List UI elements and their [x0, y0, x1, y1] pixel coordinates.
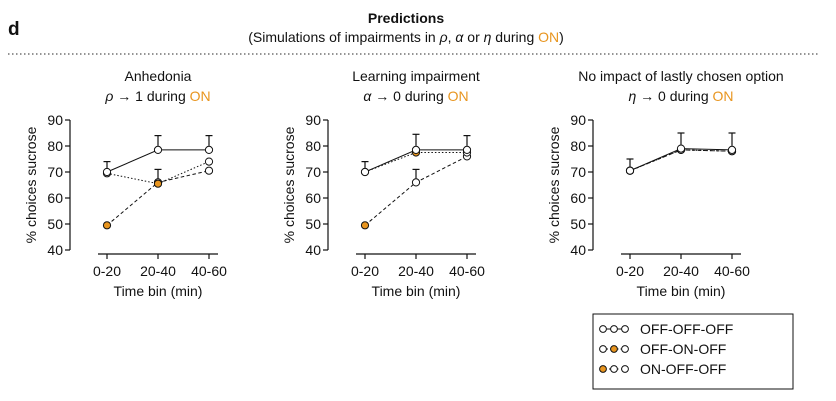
data-point [676, 144, 686, 153]
legend-marker [610, 325, 618, 333]
data-point [411, 178, 421, 187]
data-point [153, 179, 163, 188]
y-tick-label: 90 [305, 112, 321, 128]
y-axis-label: % choices sucrose [23, 126, 39, 243]
y-tick-label: 60 [570, 190, 586, 206]
chart-subtitle: ρ → 1 during ON [104, 88, 210, 104]
legend: OFF-OFF-OFF OFF-ON-OFF ON-OFF-OFF [592, 313, 794, 390]
y-tick-label: 40 [305, 242, 321, 258]
data-point [462, 145, 472, 154]
y-tick-label: 90 [47, 112, 63, 128]
legend-item-1: OFF-OFF-OFF [599, 321, 733, 337]
x-tick-label: 40-60 [714, 263, 750, 279]
subtitle-rho: ρ [439, 29, 448, 45]
charts-group: Anhedonia ρ → 1 during ON 40 50 60 70 80 90 % ch… [23, 68, 784, 299]
subtitle-expression: → 0 during [636, 88, 712, 104]
y-tick-label: 50 [47, 216, 63, 232]
figure-subtitle: (Simulations of impairments in ρ, α or η… [248, 29, 564, 45]
chart-subtitle: η → 0 during ON [628, 88, 733, 104]
x-tick-label: 20-40 [140, 263, 176, 279]
x-tick-label: 0-20 [351, 263, 379, 279]
y-tick-label: 40 [47, 242, 63, 258]
y-tick-label: 80 [47, 138, 63, 154]
panel-label: d [8, 19, 20, 40]
x-axis-label: Time bin (min) [637, 283, 726, 299]
y-tick-label: 80 [305, 138, 321, 154]
x-tick-label: 20-40 [398, 263, 434, 279]
y-tick-label: 60 [47, 190, 63, 206]
data-point [727, 145, 737, 154]
subtitle-on: ON [448, 88, 469, 104]
subtitle-on: ON [713, 88, 734, 104]
chart-title: Anhedonia [125, 68, 192, 84]
data-point [625, 166, 635, 175]
y-tick-label: 40 [570, 242, 586, 258]
subtitle-symbol: η [628, 88, 636, 104]
subtitle-mid: during [491, 29, 538, 45]
subtitle-expression: → 0 during [371, 88, 447, 104]
chart-subtitle: α → 0 during ON [363, 88, 468, 104]
legend-label: OFF-OFF-OFF [640, 321, 733, 337]
legend-marker [621, 325, 629, 333]
subtitle-on: ON [190, 88, 211, 104]
chart-title: Learning impairment [352, 68, 480, 84]
x-axis-label: Time bin (min) [372, 283, 461, 299]
chart-panel-3: No impact of lastly chosen option η → 0 d… [546, 68, 784, 299]
legend-marker [621, 345, 629, 353]
figure-title: Predictions [368, 10, 444, 26]
data-point [153, 145, 163, 154]
data-point [204, 145, 214, 154]
legend-marker [621, 365, 629, 373]
y-tick-label: 70 [305, 164, 321, 180]
data-point [102, 167, 112, 177]
y-tick-label: 50 [570, 216, 586, 232]
y-tick-label: 80 [570, 138, 586, 154]
legend-marker [599, 365, 607, 373]
data-point [204, 166, 214, 175]
y-tick-label: 60 [305, 190, 321, 206]
subtitle-symbol: α [363, 88, 372, 104]
subtitle-sep2: or [463, 29, 483, 45]
legend-marker [599, 345, 607, 353]
x-axis-label: Time bin (min) [114, 283, 203, 299]
series-line-off-on-off [364, 152, 467, 173]
x-tick-label: 0-20 [93, 263, 121, 279]
chart-panel-1: Anhedonia ρ → 1 during ON 40 50 60 70 80 90 % ch… [23, 68, 227, 299]
subtitle-suffix: ) [559, 29, 564, 45]
subtitle-prefix: (Simulations of impairments in [248, 29, 439, 45]
legend-item-2: OFF-ON-OFF [599, 341, 726, 357]
legend-marker [610, 345, 618, 353]
subtitle-eta: η [484, 29, 492, 45]
series-line-on-off-off [364, 155, 468, 226]
legend-label: OFF-ON-OFF [640, 341, 726, 357]
y-tick-label: 50 [305, 216, 321, 232]
data-point [204, 157, 214, 166]
chart-title: No impact of lastly chosen option [578, 68, 783, 84]
data-point [360, 167, 370, 177]
legend-marker [599, 325, 607, 333]
subtitle-sep1: , [448, 29, 456, 45]
legend-label: ON-OFF-OFF [640, 361, 726, 377]
data-point [102, 221, 112, 230]
subtitle-symbol: ρ [104, 88, 113, 104]
x-tick-label: 20-40 [663, 263, 699, 279]
subtitle-on: ON [538, 29, 559, 45]
subtitle-expression: → 1 during [113, 88, 189, 104]
chart-panel-2: Learning impairment α → 0 during ON 40 50 60… [281, 68, 485, 299]
y-tick-label: 70 [570, 164, 586, 180]
x-tick-label: 40-60 [449, 263, 485, 279]
x-tick-label: 40-60 [191, 263, 227, 279]
legend-item-3: ON-OFF-OFF [599, 361, 726, 377]
data-point [411, 145, 421, 154]
y-tick-label: 90 [570, 112, 586, 128]
data-point [360, 221, 370, 230]
subtitle-alpha: α [455, 29, 464, 45]
y-axis-label: % choices sucrose [281, 126, 297, 243]
x-tick-label: 0-20 [616, 263, 644, 279]
legend-marker [610, 365, 618, 373]
y-tick-label: 70 [47, 164, 63, 180]
y-axis-label: % choices sucrose [546, 126, 562, 243]
